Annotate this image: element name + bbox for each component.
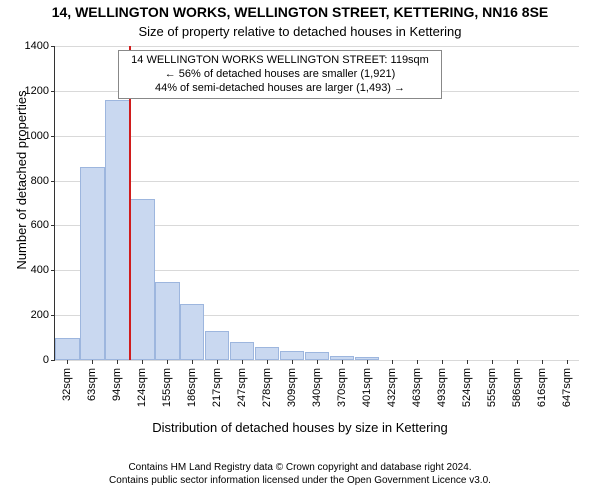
x-tick-mark xyxy=(492,360,493,364)
x-tick-label: 340sqm xyxy=(311,368,323,407)
footer-line2: Contains public sector information licen… xyxy=(0,475,600,488)
x-tick-label: 247sqm xyxy=(236,368,248,407)
x-tick-mark xyxy=(442,360,443,364)
title-line2: Size of property relative to detached ho… xyxy=(0,24,600,39)
x-tick-mark xyxy=(92,360,93,364)
x-tick-label: 463sqm xyxy=(411,368,423,407)
x-tick-mark xyxy=(242,360,243,364)
x-tick-mark xyxy=(367,360,368,364)
histogram-bar xyxy=(205,331,229,360)
gridline xyxy=(55,46,579,47)
annotation-line3: 44% of semi-detached houses are larger (… xyxy=(125,82,435,96)
x-tick-label: 32sqm xyxy=(61,368,73,401)
x-tick-label: 278sqm xyxy=(261,368,273,407)
x-tick-label: 586sqm xyxy=(511,368,523,407)
x-tick-mark xyxy=(217,360,218,364)
histogram-bar xyxy=(55,338,79,360)
y-tick-label: 600 xyxy=(31,219,55,231)
y-tick-label: 1400 xyxy=(25,40,55,52)
footer-attribution: Contains HM Land Registry data © Crown c… xyxy=(0,462,600,487)
y-tick-label: 1200 xyxy=(25,85,55,97)
x-tick-label: 493sqm xyxy=(436,368,448,407)
x-tick-label: 432sqm xyxy=(386,368,398,407)
gridline xyxy=(55,181,579,182)
x-tick-mark xyxy=(342,360,343,364)
x-tick-mark xyxy=(167,360,168,364)
x-tick-label: 401sqm xyxy=(361,368,373,407)
y-tick-label: 200 xyxy=(31,309,55,321)
title-line1: 14, WELLINGTON WORKS, WELLINGTON STREET,… xyxy=(0,4,600,20)
x-tick-mark xyxy=(117,360,118,364)
y-tick-label: 800 xyxy=(31,175,55,187)
histogram-bar xyxy=(255,347,279,360)
x-tick-mark xyxy=(392,360,393,364)
histogram-bar xyxy=(280,351,304,360)
chart-container: 14, WELLINGTON WORKS, WELLINGTON STREET,… xyxy=(0,0,600,500)
x-tick-mark xyxy=(142,360,143,364)
histogram-bar xyxy=(80,167,104,360)
x-tick-mark xyxy=(417,360,418,364)
histogram-bar xyxy=(305,352,329,360)
histogram-bar xyxy=(180,304,204,360)
x-tick-mark xyxy=(542,360,543,364)
histogram-bar xyxy=(130,199,154,360)
x-tick-label: 63sqm xyxy=(86,368,98,401)
y-tick-label: 1000 xyxy=(25,130,55,142)
y-axis-label: Number of detached properties xyxy=(14,30,29,330)
x-tick-label: 647sqm xyxy=(561,368,573,407)
x-tick-label: 524sqm xyxy=(461,368,473,407)
x-tick-label: 309sqm xyxy=(286,368,298,407)
x-tick-mark xyxy=(292,360,293,364)
x-tick-mark xyxy=(317,360,318,364)
footer-line1: Contains HM Land Registry data © Crown c… xyxy=(0,462,600,475)
x-tick-mark xyxy=(67,360,68,364)
x-tick-label: 555sqm xyxy=(486,368,498,407)
x-tick-mark xyxy=(267,360,268,364)
x-tick-mark xyxy=(192,360,193,364)
x-tick-label: 155sqm xyxy=(161,368,173,407)
gridline xyxy=(55,136,579,137)
x-axis-label: Distribution of detached houses by size … xyxy=(0,420,600,435)
x-tick-label: 370sqm xyxy=(336,368,348,407)
histogram-bar xyxy=(105,100,129,360)
x-tick-label: 124sqm xyxy=(136,368,148,407)
x-tick-mark xyxy=(567,360,568,364)
histogram-bar xyxy=(155,282,179,361)
x-tick-mark xyxy=(467,360,468,364)
x-tick-label: 616sqm xyxy=(536,368,548,407)
y-tick-label: 400 xyxy=(31,264,55,276)
y-tick-label: 0 xyxy=(43,354,55,366)
annotation-line2: ← 56% of detached houses are smaller (1,… xyxy=(125,68,435,82)
x-tick-label: 186sqm xyxy=(186,368,198,407)
x-tick-label: 94sqm xyxy=(111,368,123,401)
histogram-bar xyxy=(230,342,254,360)
annotation-box: 14 WELLINGTON WORKS WELLINGTON STREET: 1… xyxy=(118,50,442,99)
x-tick-label: 217sqm xyxy=(211,368,223,407)
x-tick-mark xyxy=(517,360,518,364)
annotation-line1: 14 WELLINGTON WORKS WELLINGTON STREET: 1… xyxy=(125,54,435,68)
